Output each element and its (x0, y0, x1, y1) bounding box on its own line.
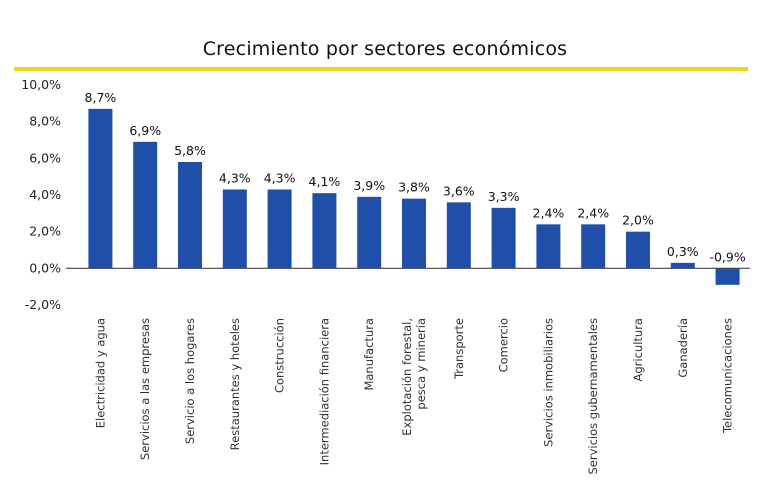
category-label: Telecomunicaciones (721, 318, 735, 434)
bar (670, 262, 695, 269)
bar (312, 193, 337, 269)
category-label: pesca y minería (414, 318, 428, 410)
data-label: 3,9% (353, 178, 385, 193)
category-label: Agricultura (631, 318, 645, 381)
data-label: 8,7% (85, 90, 117, 105)
bars (88, 108, 740, 285)
category-label: Electricidad y agua (93, 318, 107, 428)
data-label: 3,8% (398, 180, 430, 195)
data-label: -0,9% (709, 249, 745, 264)
bar (357, 196, 382, 269)
bar (491, 207, 516, 269)
category-label: Servicios inmobiliarios (541, 318, 555, 447)
data-label: 2,0% (622, 213, 654, 228)
category-label: Explotación forestal, (400, 318, 414, 436)
category-label: Restaurantes y hoteles (228, 318, 242, 450)
y-tick-label: 4,0% (29, 187, 61, 202)
bar (88, 108, 113, 269)
category-label: Construcción (273, 318, 287, 393)
y-tick-label: 6,0% (29, 150, 61, 165)
bar (581, 224, 606, 269)
category-label: Intermediación financiera (317, 318, 331, 465)
category-label: Transporte (452, 318, 466, 380)
bar (715, 268, 740, 285)
y-axis-ticks: -2,0% 0,0% 2,0% 4,0% 6,0% 8,0% 10,0% (21, 77, 61, 312)
bar (536, 224, 561, 269)
bar (178, 162, 202, 269)
category-label: Servicio a los hogares (183, 318, 197, 444)
y-tick-label: 0,0% (29, 260, 61, 275)
bar (222, 189, 247, 269)
y-tick-label: 2,0% (29, 224, 61, 239)
data-label: 0,3% (667, 244, 699, 259)
data-label: 4,3% (264, 171, 296, 186)
data-labels: 8,7% 6,9% 5,8% 4,3% 4,3% 4,1% 3,9% 3,8% 3,6% 3,3%… (85, 90, 746, 265)
data-label: 4,1% (309, 174, 341, 189)
y-tick-label: -2,0% (25, 297, 61, 312)
category-label: Ganadería (676, 318, 690, 378)
data-label: 3,6% (443, 183, 475, 198)
bar (626, 231, 650, 269)
data-label: 2,4% (533, 205, 565, 220)
bar (267, 189, 292, 269)
data-label: 3,3% (488, 189, 520, 204)
category-label: Manufactura (362, 318, 376, 391)
bar (446, 202, 471, 269)
bar (402, 198, 426, 269)
category-labels: Electricidad y agua Servicios a las empre… (93, 318, 734, 475)
category-label: Servicios a las empresas (138, 318, 152, 460)
category-label: Comercio (497, 318, 511, 372)
data-label: 4,3% (219, 171, 251, 186)
bar (133, 141, 158, 269)
data-label: 2,4% (577, 205, 609, 220)
data-label: 6,9% (129, 123, 161, 138)
y-tick-label: 8,0% (29, 114, 61, 129)
chart-title: Crecimiento por sectores económicos (202, 38, 568, 60)
y-tick-label: 10,0% (21, 77, 61, 92)
category-label: Servicios gubernamentales (586, 318, 600, 475)
title-underline (14, 67, 748, 71)
data-label: 5,8% (174, 143, 206, 158)
